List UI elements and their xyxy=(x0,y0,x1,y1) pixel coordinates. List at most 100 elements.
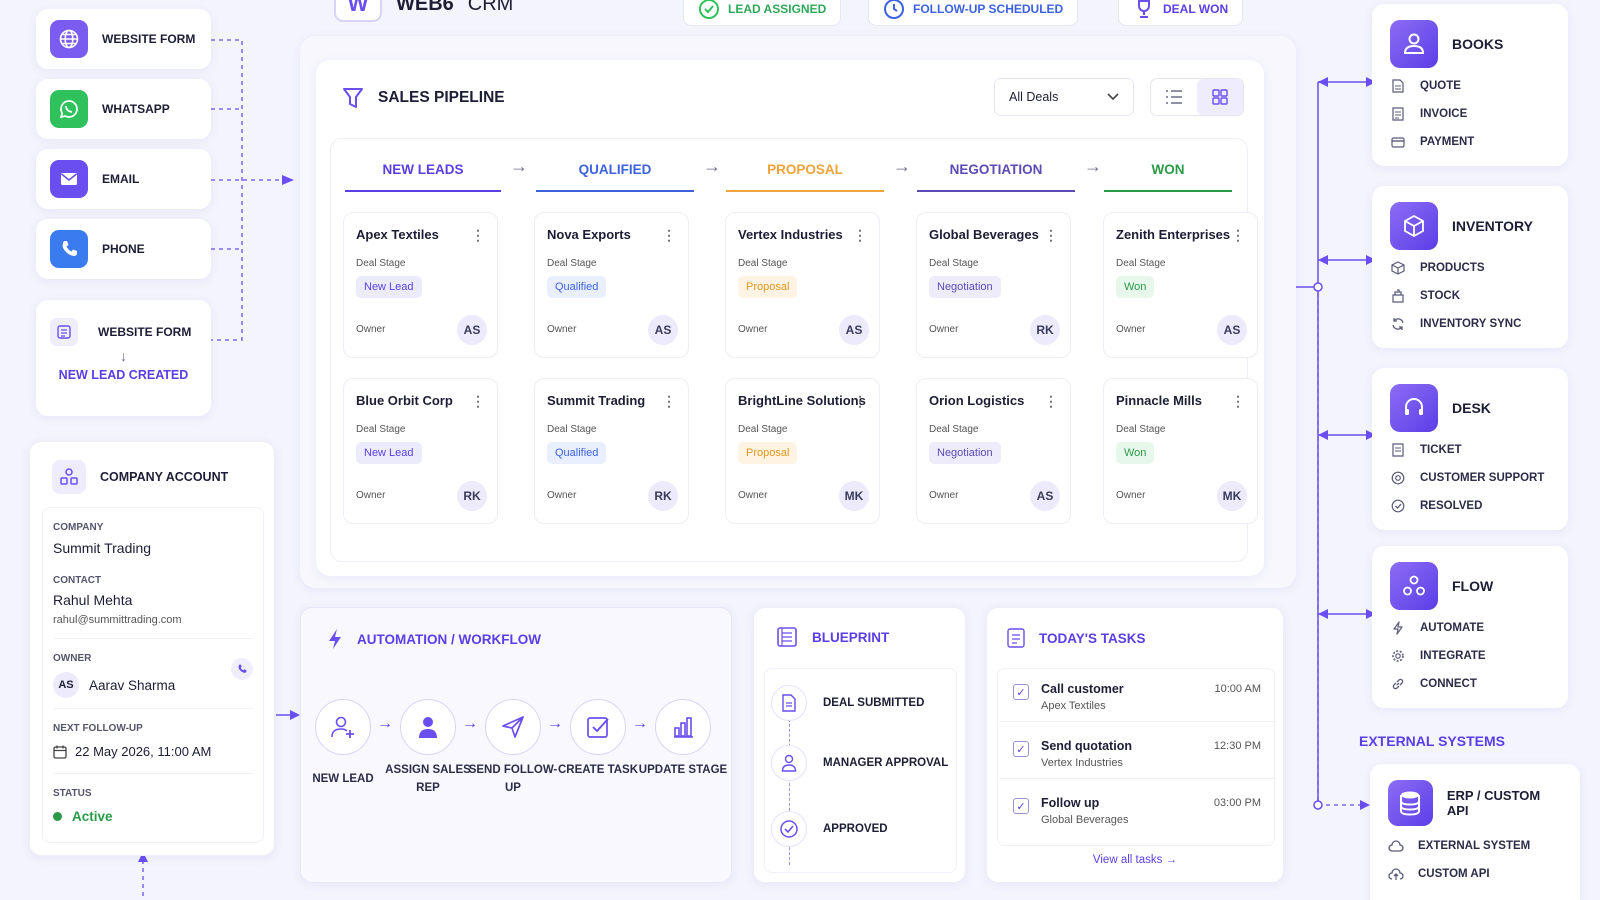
call-contact-button[interactable] xyxy=(231,658,253,680)
owner-avatar[interactable]: RK xyxy=(1030,315,1060,345)
module-title: BOOKS xyxy=(1452,36,1504,52)
task-item[interactable]: ✓ Call customer Apex Textiles 10:00 AM xyxy=(999,670,1275,722)
module-erp-custom-api[interactable]: ERP / CUSTOM API EXTERNAL SYSTEM CUSTOM … xyxy=(1370,764,1580,900)
module-item-payment[interactable]: PAYMENT xyxy=(1390,134,1550,150)
stage-tab-proposal[interactable]: PROPOSAL xyxy=(726,158,884,192)
app-name: WEB6 xyxy=(396,0,454,15)
more-options-icon[interactable]: ⋮ xyxy=(853,227,867,243)
more-options-icon[interactable]: ⋮ xyxy=(662,227,676,243)
more-options-icon[interactable]: ⋮ xyxy=(471,227,485,243)
app-logo[interactable]: W xyxy=(334,0,382,22)
owner-avatar[interactable]: AS xyxy=(1030,481,1060,511)
more-options-icon[interactable]: ⋮ xyxy=(1231,227,1245,243)
source-phone[interactable]: PHONE xyxy=(36,219,211,279)
stage-tab-qualified[interactable]: QUALIFIED xyxy=(536,158,694,192)
deal-name: Summit Trading xyxy=(547,393,646,408)
source-email[interactable]: EMAIL xyxy=(36,149,211,209)
task-item[interactable]: ✓ Send quotation Vertex Industries 12:30 PM xyxy=(999,727,1275,779)
chip-label: LEAD ASSIGNED xyxy=(728,2,827,16)
module-item-inventory-sync[interactable]: INVENTORY SYNC xyxy=(1390,316,1550,332)
stage-arrow-icon: → xyxy=(1084,156,1102,176)
module-item-connect[interactable]: CONNECT xyxy=(1390,676,1550,692)
grid-view-button[interactable] xyxy=(1197,79,1243,115)
list-view-button[interactable] xyxy=(1151,79,1197,115)
view-all-label: View all tasks xyxy=(1092,854,1163,866)
deal-card[interactable]: Global Beverages ⋮ Deal Stage Negotiation Ow… xyxy=(916,212,1071,358)
deals-filter-select[interactable]: All Deals xyxy=(994,78,1134,116)
owner-avatar[interactable]: AS xyxy=(839,315,869,345)
form-icon xyxy=(50,318,78,346)
module-title: FLOW xyxy=(1452,578,1494,594)
stage-tab-negotiation[interactable]: NEGOTIATION xyxy=(917,158,1075,192)
stage-tab-new-leads[interactable]: NEW LEADS xyxy=(345,158,501,192)
deal-card[interactable]: Apex Textiles ⋮ Deal Stage New Lead Owner AS xyxy=(343,212,498,358)
module-item-ticket[interactable]: TICKET xyxy=(1390,442,1550,458)
module-item-customer-support[interactable]: CUSTOMER SUPPORT xyxy=(1390,470,1550,486)
owner-avatar[interactable]: RK xyxy=(457,481,487,511)
owner-avatar[interactable]: AS xyxy=(1217,315,1247,345)
module-item-resolved[interactable]: RESOLVED xyxy=(1390,498,1550,514)
deal-owner-label: Owner xyxy=(547,324,577,335)
deal-card[interactable]: Orion Logistics ⋮ Deal Stage Negotiation Own… xyxy=(916,378,1071,524)
user-icon[interactable] xyxy=(400,699,456,755)
module-item-quote[interactable]: QUOTE xyxy=(1390,78,1550,94)
chip-lead-assigned[interactable]: LEAD ASSIGNED xyxy=(683,0,842,26)
task-checkbox-icon[interactable]: ✓ xyxy=(1013,741,1029,757)
module-item-stock[interactable]: STOCK xyxy=(1390,288,1550,304)
deal-card[interactable]: Blue Orbit Corp ⋮ Deal Stage New Lead Owner R… xyxy=(343,378,498,524)
task-item[interactable]: ✓ Follow up Global Beverages 03:00 PM xyxy=(999,784,1275,836)
user-plus-icon[interactable] xyxy=(315,699,371,755)
contact-name: Rahul Mehta xyxy=(53,592,133,608)
owner-avatar[interactable]: MK xyxy=(839,481,869,511)
source-whatsapp[interactable]: WHATSAPP xyxy=(36,79,211,139)
module-item-label: STOCK xyxy=(1420,290,1461,302)
task-checkbox-icon[interactable]: ✓ xyxy=(1013,684,1029,700)
chip-deal-won[interactable]: DEAL WON xyxy=(1118,0,1244,26)
more-options-icon[interactable]: ⋮ xyxy=(1231,393,1245,409)
module-item-external-system[interactable]: EXTERNAL SYSTEM xyxy=(1388,838,1562,854)
owner-avatar[interactable]: AS xyxy=(457,315,487,345)
more-options-icon[interactable]: ⋮ xyxy=(1044,393,1058,409)
module-item-integrate[interactable]: INTEGRATE xyxy=(1390,648,1550,664)
deal-card[interactable]: Pinnacle Mills ⋮ Deal Stage Won Owner MK xyxy=(1103,378,1258,524)
owner-avatar[interactable]: MK xyxy=(1217,481,1247,511)
more-options-icon[interactable]: ⋮ xyxy=(853,393,867,409)
module-item-automate[interactable]: AUTOMATE xyxy=(1390,620,1550,636)
source-label: EMAIL xyxy=(102,172,140,186)
module-item-label: PRODUCTS xyxy=(1420,262,1485,274)
module-flow[interactable]: FLOW AUTOMATE INTEGRATE CONNECT xyxy=(1372,546,1568,708)
contact-email[interactable]: rahul@summittrading.com xyxy=(53,614,182,626)
task-company: Vertex Industries xyxy=(1041,757,1123,769)
website-form-lead-card[interactable]: WEBSITE FORM ↓ NEW LEAD CREATED xyxy=(36,300,211,416)
more-options-icon[interactable]: ⋮ xyxy=(1044,227,1058,243)
task-time: 03:00 PM xyxy=(1213,797,1261,809)
owner-avatar[interactable]: AS xyxy=(648,315,678,345)
module-item-label: QUOTE xyxy=(1420,80,1461,92)
module-books[interactable]: BOOKS QUOTE INVOICE PAYMENT xyxy=(1372,4,1568,166)
deal-card[interactable]: BrightLine Solutions ⋮ Deal Stage Proposal O… xyxy=(725,378,880,524)
automation-title: AUTOMATION / WORKFLOW xyxy=(357,631,541,647)
deal-card[interactable]: Zenith Enterprises ⋮ Deal Stage Won Owner AS xyxy=(1103,212,1258,358)
stage-tab-won[interactable]: WON xyxy=(1104,158,1232,192)
source-website-form[interactable]: WEBSITE FORM xyxy=(36,9,211,69)
deal-card[interactable]: Vertex Industries ⋮ Deal Stage Proposal Owne… xyxy=(725,212,880,358)
blueprint-title: BLUEPRINT xyxy=(812,629,890,645)
more-options-icon[interactable]: ⋮ xyxy=(471,393,485,409)
send-icon[interactable] xyxy=(485,699,541,755)
view-all-tasks-link[interactable]: View all tasks → xyxy=(987,854,1283,866)
more-options-icon[interactable]: ⋮ xyxy=(662,393,676,409)
module-desk[interactable]: DESK TICKET CUSTOMER SUPPORT RESOLVED xyxy=(1372,368,1568,530)
module-inventory[interactable]: INVENTORY PRODUCTS STOCK INVENTORY SYNC xyxy=(1372,186,1568,348)
bar-chart-icon[interactable] xyxy=(655,699,711,755)
module-item-products[interactable]: PRODUCTS xyxy=(1390,260,1550,276)
module-item-custom-api[interactable]: CUSTOM API xyxy=(1388,866,1562,882)
owner-avatar[interactable]: RK xyxy=(648,481,678,511)
deal-card[interactable]: Nova Exports ⋮ Deal Stage Qualified Owner AS xyxy=(534,212,689,358)
chip-followup-scheduled[interactable]: FOLLOW-UP SCHEDULED xyxy=(868,0,1079,26)
module-item-invoice[interactable]: INVOICE xyxy=(1390,106,1550,122)
task-checkbox-icon[interactable]: ✓ xyxy=(1013,798,1029,814)
deal-card[interactable]: Summit Trading ⋮ Deal Stage Qualified Owner R… xyxy=(534,378,689,524)
status-value: Active xyxy=(72,809,113,824)
workflow-arrow-icon: → xyxy=(632,715,648,732)
checkbox-icon[interactable] xyxy=(570,699,626,755)
